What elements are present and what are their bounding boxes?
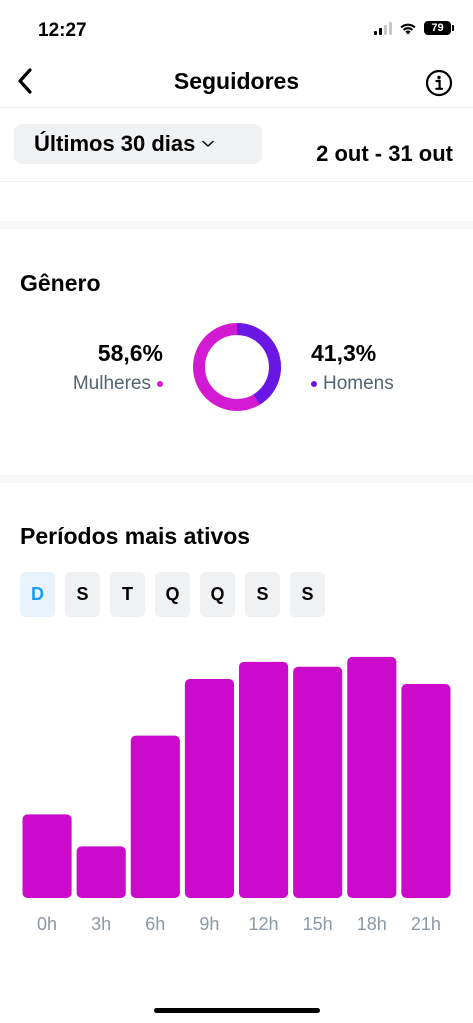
status-icons: 79 bbox=[374, 21, 454, 35]
info-icon[interactable] bbox=[425, 69, 453, 97]
women-dot-icon bbox=[157, 381, 163, 387]
x-tick-label: 18h bbox=[357, 914, 387, 934]
bar-12h[interactable] bbox=[239, 661, 289, 898]
x-tick-label: 6h bbox=[145, 914, 165, 934]
day-tab-5[interactable]: S bbox=[245, 572, 280, 617]
bar-9h[interactable] bbox=[184, 679, 234, 898]
x-tick-label: 12h bbox=[249, 914, 279, 934]
men-label: Homens bbox=[323, 373, 394, 394]
bar-21h[interactable] bbox=[401, 683, 451, 898]
day-tab-2[interactable]: T bbox=[110, 572, 145, 617]
bar-3h[interactable] bbox=[76, 846, 126, 898]
x-tick-label: 15h bbox=[303, 914, 333, 934]
status-time: 12:27 bbox=[38, 20, 87, 41]
nav-bar: Seguidores bbox=[0, 56, 473, 108]
men-percentage: 41,3% bbox=[311, 340, 377, 366]
day-tabs: D S T Q Q S S bbox=[20, 572, 325, 617]
bar-0h[interactable] bbox=[22, 814, 72, 898]
date-range-dates: 2 out - 31 out bbox=[316, 141, 453, 166]
bar-18h[interactable] bbox=[347, 656, 397, 898]
active-periods-title: Períodos mais ativos bbox=[20, 523, 251, 549]
women-percentage: 58,6% bbox=[97, 340, 163, 366]
page-title: Seguidores bbox=[173, 68, 300, 94]
chevron-left-icon bbox=[18, 68, 32, 94]
x-tick-label: 9h bbox=[199, 914, 219, 934]
battery-icon: 79 bbox=[424, 21, 454, 35]
home-indicator bbox=[154, 1008, 320, 1013]
day-tab-0[interactable]: D bbox=[20, 572, 55, 617]
date-range-dropdown[interactable]: Últimos 30 dias bbox=[14, 124, 262, 164]
women-legend: Mulheres bbox=[73, 373, 163, 395]
back-button[interactable] bbox=[10, 64, 40, 98]
active-periods-bar-chart: 0h 3h 6h 9h 12h 15h 18h 21h bbox=[22, 656, 451, 934]
donut-men-arc bbox=[236, 323, 281, 405]
gender-title: Gênero bbox=[20, 270, 101, 296]
bar-15h[interactable] bbox=[293, 666, 343, 898]
x-tick-label: 0h bbox=[37, 914, 57, 934]
gender-donut-chart bbox=[193, 323, 281, 411]
day-tab-4[interactable]: Q bbox=[200, 572, 235, 617]
men-dot-icon bbox=[311, 381, 317, 387]
day-tab-6[interactable]: S bbox=[290, 572, 325, 617]
chevron-down-icon bbox=[202, 140, 215, 147]
status-bar: 12:27 79 bbox=[0, 0, 473, 60]
wifi-icon bbox=[400, 23, 416, 34]
cellular-signal-icon bbox=[374, 21, 392, 35]
x-tick-label: 21h bbox=[411, 914, 441, 934]
bar-6h[interactable] bbox=[130, 735, 180, 898]
section-divider bbox=[0, 221, 473, 229]
day-tab-3[interactable]: Q bbox=[155, 572, 190, 617]
section-divider bbox=[0, 475, 473, 483]
x-tick-label: 3h bbox=[91, 914, 111, 934]
date-range-label: Últimos 30 dias bbox=[34, 131, 196, 156]
women-label: Mulheres bbox=[72, 373, 151, 394]
day-tab-1[interactable]: S bbox=[65, 572, 100, 617]
men-legend: Homens bbox=[311, 373, 394, 395]
date-range-row: Últimos 30 dias 2 out - 31 out bbox=[0, 110, 473, 182]
